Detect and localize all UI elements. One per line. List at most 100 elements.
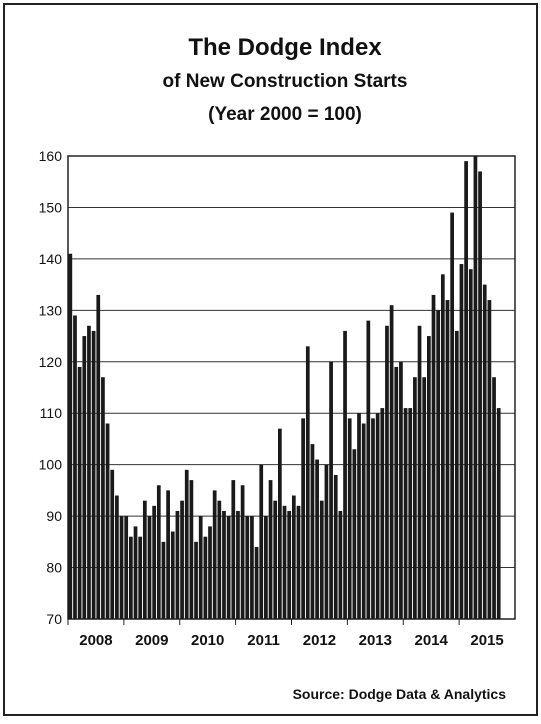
bar	[194, 541, 198, 619]
bar	[128, 536, 133, 619]
y-tick-label: 130	[39, 302, 63, 318]
bar	[333, 474, 338, 619]
bar	[310, 444, 315, 619]
y-tick-label: 140	[39, 251, 63, 267]
bar	[161, 541, 166, 619]
bar	[217, 500, 222, 619]
bar	[296, 505, 301, 619]
bar	[478, 171, 482, 619]
bar	[287, 510, 292, 619]
bar	[175, 510, 180, 619]
bar	[259, 464, 264, 619]
bar	[96, 294, 101, 619]
chart-subtitle: of New Construction Starts	[163, 71, 408, 92]
bar	[431, 294, 436, 619]
bar	[445, 300, 450, 619]
bar	[240, 485, 245, 619]
bar	[413, 377, 417, 619]
bar	[361, 423, 366, 619]
bar	[208, 526, 212, 619]
bar	[352, 449, 357, 619]
bar	[422, 377, 427, 619]
bar	[347, 418, 352, 619]
bar	[482, 284, 487, 619]
y-tick-label: 110	[40, 405, 63, 421]
x-tick-label: 2010	[191, 632, 224, 649]
bar	[222, 510, 226, 619]
x-tick-label: 2015	[470, 632, 503, 649]
bar	[138, 536, 143, 619]
chart-title: The Dodge Index	[188, 34, 382, 61]
bar	[385, 325, 389, 619]
bar	[454, 330, 459, 619]
source-note: Source: Dodge Data & Analytics	[293, 686, 507, 702]
bar	[277, 428, 282, 619]
bar	[245, 516, 250, 619]
x-tick-label: 2009	[135, 632, 168, 649]
bar	[87, 325, 91, 619]
bar	[133, 526, 138, 619]
bar	[366, 320, 371, 619]
y-tick-label: 120	[39, 354, 63, 370]
bar	[142, 500, 147, 619]
bar	[82, 336, 87, 619]
bar	[77, 366, 82, 619]
bar	[115, 495, 119, 619]
bar	[417, 325, 422, 619]
bar	[492, 377, 496, 619]
bar	[301, 418, 306, 619]
y-tick-label: 90	[46, 508, 62, 524]
bar	[319, 500, 324, 619]
bar	[315, 459, 319, 619]
bar	[375, 413, 380, 619]
bar	[91, 330, 96, 619]
bar	[119, 516, 124, 619]
bar	[324, 464, 329, 619]
bar	[226, 516, 231, 619]
y-tick-label: 160	[39, 148, 63, 164]
y-tick-label: 100	[39, 457, 63, 473]
bar	[357, 413, 361, 619]
bar	[380, 408, 385, 619]
bar	[250, 516, 254, 619]
x-tick-label: 2008	[79, 632, 112, 649]
bar	[399, 361, 403, 619]
bar	[198, 516, 203, 619]
bar	[268, 480, 273, 619]
bar	[231, 480, 236, 619]
y-tick-label: 80	[46, 560, 62, 576]
bar	[338, 510, 343, 619]
x-tick-label: 2011	[247, 632, 280, 649]
bar	[166, 490, 170, 619]
bar	[291, 495, 296, 619]
y-tick-label: 150	[39, 199, 63, 215]
bar	[343, 330, 347, 619]
bar	[459, 264, 464, 619]
bar	[203, 536, 208, 619]
y-tick-label: 70	[46, 611, 62, 627]
bar	[180, 500, 184, 619]
bar	[436, 310, 441, 619]
bar	[496, 408, 501, 619]
bar	[473, 156, 478, 619]
bar	[236, 510, 240, 619]
bar	[329, 361, 333, 619]
bar	[110, 469, 115, 619]
x-tick-label: 2013	[359, 632, 392, 649]
bar	[426, 336, 431, 619]
bar	[450, 212, 455, 620]
bar	[189, 480, 194, 619]
bar	[170, 531, 175, 619]
bar	[105, 423, 110, 619]
bar	[212, 490, 217, 619]
bar	[152, 505, 157, 619]
bar	[468, 269, 473, 619]
bar	[371, 418, 375, 619]
bar	[273, 500, 278, 619]
bar	[403, 408, 408, 619]
bar	[464, 161, 468, 619]
bar	[394, 366, 399, 619]
bar	[101, 377, 105, 619]
